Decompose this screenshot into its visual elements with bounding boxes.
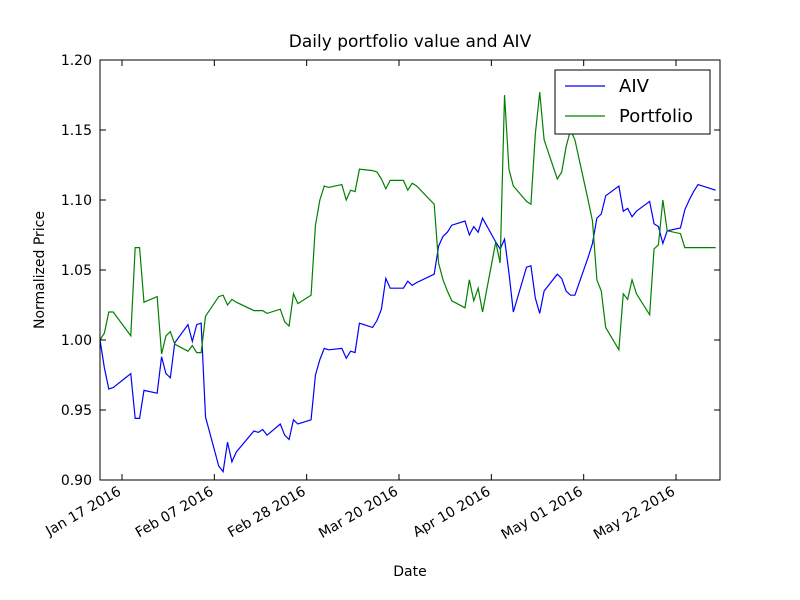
series-line — [100, 92, 716, 355]
y-axis-label: Normalized Price — [32, 211, 48, 329]
legend-box — [554, 69, 711, 135]
y-tick-label: 1.10 — [61, 193, 92, 209]
y-tick-label: 1.15 — [61, 123, 92, 139]
legend-label: AIV — [619, 76, 650, 97]
y-tick-label: 0.90 — [61, 473, 92, 489]
legend-label: Portfolio — [619, 106, 693, 127]
y-tick-label: 1.20 — [61, 53, 92, 69]
x-axis-label: Date — [393, 564, 426, 580]
chart-title: Daily portfolio value and AIV — [289, 32, 532, 52]
y-tick-label: 1.05 — [61, 263, 92, 279]
y-tick-label: 1.00 — [61, 333, 92, 349]
y-tick-label: 0.95 — [61, 403, 92, 419]
series-line — [100, 183, 716, 474]
